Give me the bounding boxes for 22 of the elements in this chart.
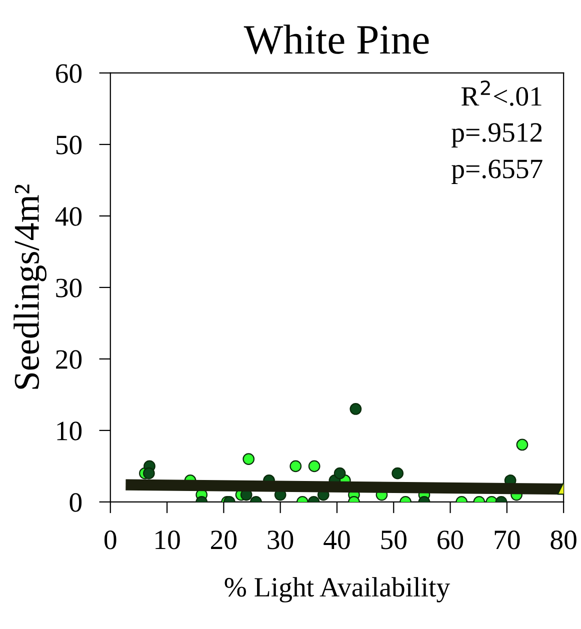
y-tick-label: 10 (57, 422, 82, 440)
x-tick-label: 20 (211, 530, 237, 550)
x-tick-label: 60 (438, 530, 464, 550)
y-axis-title: Seedlings/4m² (14, 184, 46, 389)
x-tick-label: 10 (156, 530, 180, 550)
y-tick-label: 50 (56, 136, 82, 154)
y-tick-label: 60 (56, 64, 82, 83)
y-tick-label: 0 (70, 493, 82, 512)
y-tick-label: 40 (55, 207, 82, 226)
chart-title: White Pine (244, 24, 429, 54)
y-tick-label: 20 (56, 350, 82, 369)
annotation: p=.6557 (452, 160, 542, 184)
y-tick-label: 30 (56, 278, 82, 298)
x-tick-label: 40 (324, 530, 350, 550)
x-tick-label: 70 (494, 530, 520, 550)
x-tick-label: 30 (268, 530, 294, 550)
x-tick-label: 50 (381, 530, 406, 550)
annotation: p=.9512 (452, 123, 542, 148)
x-tick-label: 80 (550, 530, 576, 550)
x-axis-title: % Light Availability (224, 577, 450, 602)
annotation: R$^{2}$<.01 (461, 80, 542, 106)
x-tick-label: 0 (104, 530, 116, 550)
